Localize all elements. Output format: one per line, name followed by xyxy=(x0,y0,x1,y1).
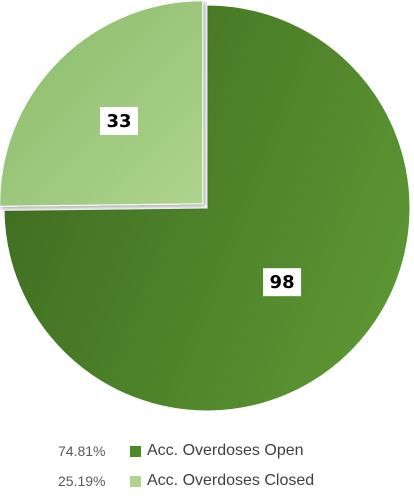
data-label-box xyxy=(263,268,302,297)
pie-slice-closed xyxy=(0,0,204,207)
legend-label-open: Acc. Overdoses Open xyxy=(147,442,304,459)
legend-swatch-closed xyxy=(130,476,141,487)
legend-label-closed: Acc. Overdoses Closed xyxy=(147,472,315,489)
pie-slice-open xyxy=(3,4,411,412)
pie-chart: 98 33 xyxy=(0,0,411,412)
legend-percent-closed: 25.19% xyxy=(58,473,106,489)
data-label-box xyxy=(99,107,138,136)
data-label-open: 98 xyxy=(263,268,302,297)
data-label-closed: 33 xyxy=(99,107,138,136)
data-label-text: 33 xyxy=(106,111,131,132)
legend-percent-open: 74.81% xyxy=(58,443,106,459)
legend-swatch-open xyxy=(130,446,141,457)
data-label-text: 98 xyxy=(270,272,295,293)
